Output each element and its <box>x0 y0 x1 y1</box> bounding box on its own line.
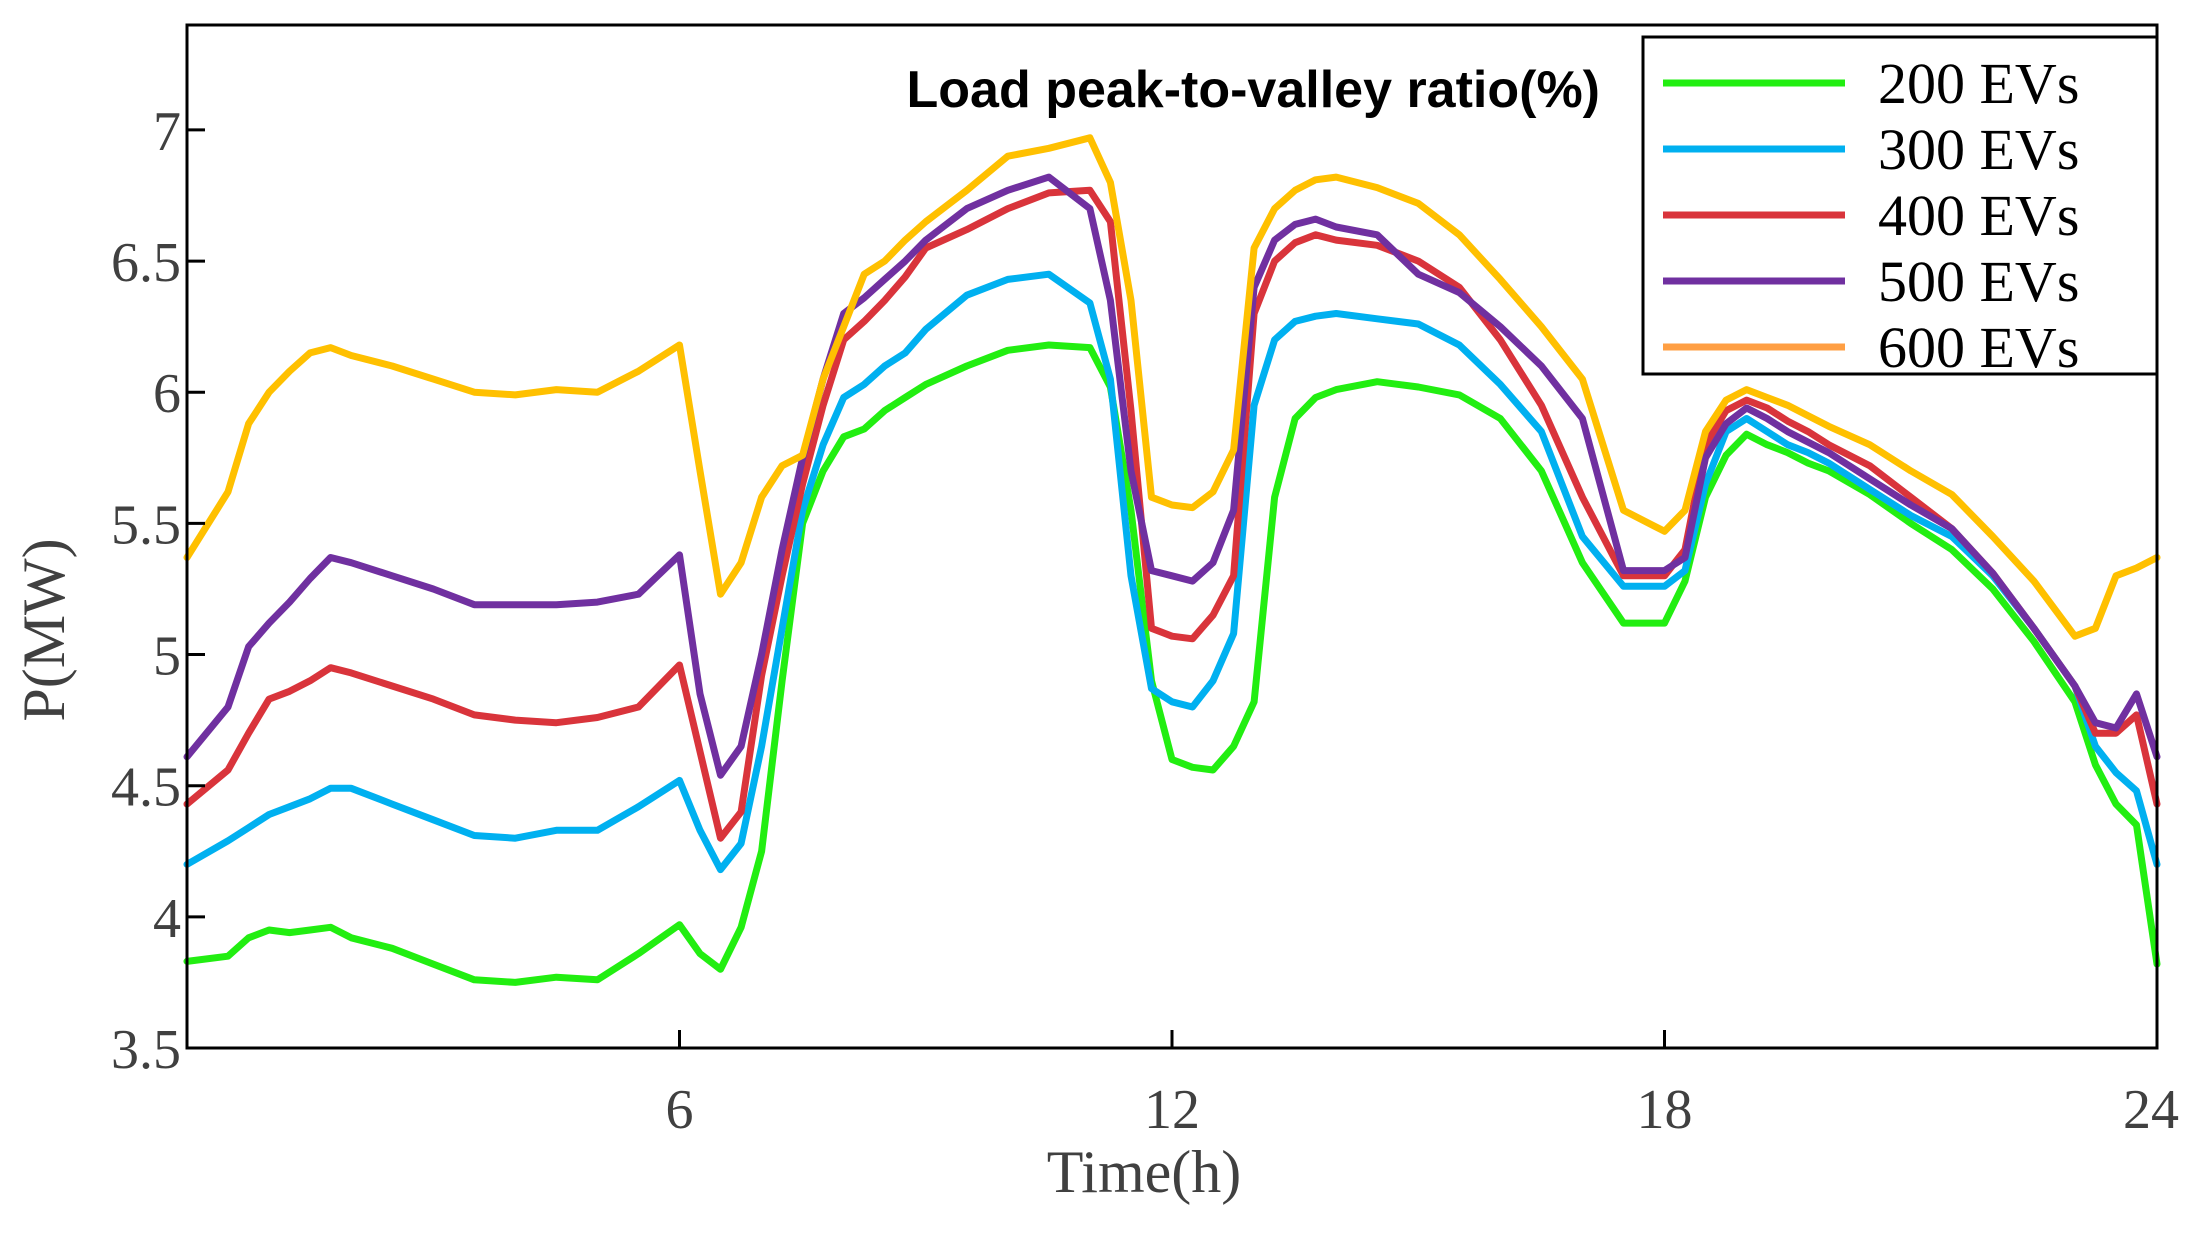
y-tick-label: 5.5 <box>111 494 181 556</box>
y-tick-label: 4.5 <box>111 757 181 819</box>
x-axis-ticks: 6 12 18 24 <box>666 1030 2179 1141</box>
y-axis-title: P(MW) <box>11 538 77 721</box>
chart-title: Load peak-to-valley ratio(%) <box>907 61 1600 119</box>
y-tick-label: 4 <box>153 888 181 950</box>
legend-label: 500 EVs <box>1878 249 2079 314</box>
y-tick-label: 7 <box>153 101 181 163</box>
y-tick-label: 6 <box>153 363 181 425</box>
legend-label: 300 EVs <box>1878 117 2079 182</box>
legend-label: 200 EVs <box>1878 51 2079 116</box>
y-axis-ticks: 3.5 4 4.5 5 5.5 6 6.5 7 <box>111 101 205 1081</box>
series-line-400-evs <box>183 186 2161 842</box>
y-tick-label: 3.5 <box>111 1019 181 1081</box>
series-line-600-evs <box>183 134 2161 640</box>
legend-label: 600 EVs <box>1878 315 2079 380</box>
y-tick-label: 5 <box>153 626 181 688</box>
x-axis-title: Time(h) <box>1047 1139 1241 1205</box>
series-layer <box>183 134 2161 986</box>
series-line-200-evs <box>183 341 2161 986</box>
x-tick-label: 24 <box>2123 1079 2179 1141</box>
series-line-500-evs <box>183 173 2161 779</box>
x-tick-label: 18 <box>1637 1079 1693 1141</box>
legend-box <box>1641 35 2159 376</box>
y-tick-label: 6.5 <box>111 232 181 294</box>
x-tick-label: 6 <box>666 1079 694 1141</box>
series-line-300-evs <box>183 270 2161 874</box>
legend-label: 400 EVs <box>1878 183 2079 248</box>
x-tick-label: 12 <box>1144 1079 1200 1141</box>
